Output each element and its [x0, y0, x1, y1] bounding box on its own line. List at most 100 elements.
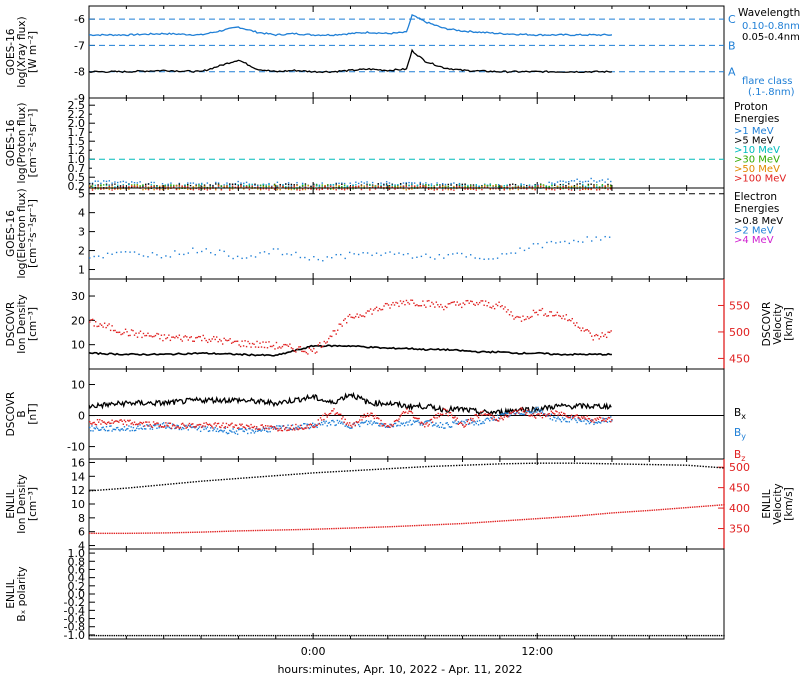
data-point: [548, 186, 550, 189]
data-point: [559, 634, 562, 637]
data-point: [316, 424, 318, 426]
data-point: [139, 186, 141, 189]
data-point: [138, 422, 140, 425]
data-point: [447, 253, 449, 256]
data-point: [443, 634, 445, 637]
data-point: [689, 634, 692, 637]
data-point: [678, 634, 680, 637]
data-point: [130, 426, 132, 428]
data-point: [268, 529, 270, 531]
data-point: [543, 413, 546, 415]
data-point: [395, 301, 397, 304]
data-point: [240, 183, 242, 186]
data-point: [253, 343, 255, 345]
data-point: [603, 418, 605, 420]
data-point: [688, 464, 690, 467]
data-point: [283, 634, 286, 637]
data-point: [439, 413, 442, 415]
data-point: [149, 634, 151, 637]
data-point: [602, 419, 604, 421]
data-point: [290, 424, 293, 427]
data-point: [644, 634, 647, 637]
data-point: [205, 248, 207, 250]
data-point: [218, 426, 221, 428]
data-point: [495, 184, 497, 187]
data-point: [254, 430, 257, 433]
data-point: [150, 485, 153, 487]
data-point: [388, 182, 391, 184]
data-point: [607, 188, 609, 191]
data-point: [526, 411, 528, 414]
data-point: [545, 462, 548, 464]
legend-entry: By: [734, 427, 746, 441]
x-tick-label: 12:00: [521, 645, 553, 658]
data-point: [97, 429, 100, 431]
data-point: [392, 425, 395, 428]
data-point: [225, 530, 228, 532]
data-point: [178, 428, 181, 431]
data-point: [108, 180, 111, 182]
data-point: [227, 432, 230, 434]
data-point: [236, 433, 239, 435]
data-point: [332, 471, 335, 473]
data-point: [214, 338, 216, 341]
data-point: [394, 422, 397, 425]
data-point: [184, 482, 186, 484]
data-point: [453, 185, 455, 188]
data-point: [115, 331, 118, 334]
data-point: [213, 428, 215, 430]
data-point: [93, 532, 95, 535]
legend-entry: Bx: [734, 407, 746, 421]
data-point: [525, 318, 527, 320]
data-point: [180, 634, 183, 637]
data-point: [350, 424, 352, 427]
data-point: [133, 184, 136, 186]
data-point: [121, 333, 124, 335]
data-point: [103, 421, 105, 423]
data-point: [209, 184, 211, 186]
data-point: [556, 185, 559, 188]
data-point: [570, 515, 573, 518]
data-point: [470, 464, 472, 466]
data-point: [185, 634, 187, 637]
data-point: [115, 251, 118, 254]
data-point: [148, 421, 150, 423]
data-point: [231, 183, 234, 185]
data-point: [167, 186, 169, 188]
data-point: [419, 185, 421, 187]
data-point: [629, 634, 631, 637]
data-point: [229, 184, 231, 186]
data-point: [89, 532, 91, 535]
data-point: [222, 422, 224, 424]
data-point: [621, 463, 623, 465]
data-point: [425, 184, 427, 186]
data-point: [296, 181, 298, 184]
data-point: [279, 185, 281, 187]
data-point: [405, 422, 407, 424]
data-point: [150, 335, 152, 337]
data-point: [601, 462, 604, 465]
data-point: [365, 415, 368, 417]
data-point: [127, 532, 129, 535]
data-point: [302, 350, 305, 353]
legend-title: Electron: [734, 191, 777, 203]
data-point: [129, 532, 131, 535]
data-point: [313, 472, 315, 474]
y-axis-label: B: [16, 410, 28, 417]
data-point: [317, 423, 319, 425]
data-point: [162, 634, 165, 637]
data-point: [660, 634, 662, 637]
data-point: [478, 419, 481, 422]
data-point: [351, 527, 353, 529]
data-point: [391, 634, 393, 637]
data-point: [337, 329, 339, 331]
data-point: [606, 421, 609, 423]
data-point: [287, 182, 290, 184]
data-point: [105, 326, 107, 329]
data-point: [366, 183, 368, 185]
data-point: [133, 181, 136, 184]
data-point: [136, 182, 139, 184]
data-point: [714, 504, 716, 507]
data-point: [325, 414, 327, 416]
